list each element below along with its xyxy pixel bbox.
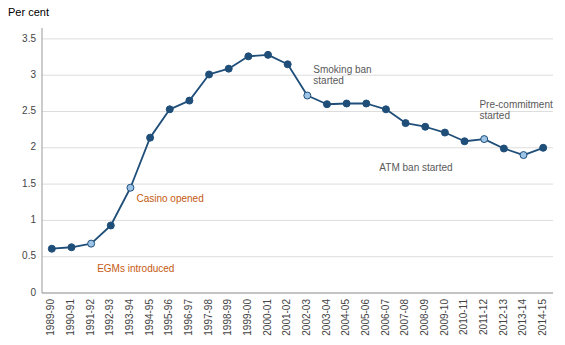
x-tick-label: 1989-90 — [45, 299, 56, 336]
point-marker — [166, 106, 173, 113]
grid-line — [42, 75, 553, 76]
annotation: Smoking banstarted — [313, 64, 371, 86]
point-marker — [441, 129, 448, 136]
x-tick-label: 1994-95 — [144, 299, 155, 336]
x-tick-label: 2003-04 — [321, 299, 332, 336]
x-tick-label: 1992-93 — [104, 299, 115, 336]
point-marker — [265, 51, 272, 58]
point-marker — [461, 138, 468, 145]
y-axis-line — [42, 28, 43, 293]
y-tick-label: 1.5 — [22, 178, 36, 189]
point-marker — [540, 144, 547, 151]
x-tick-label: 2004-05 — [340, 299, 351, 336]
point-marker — [186, 97, 193, 104]
x-tick-label: 2007-08 — [399, 299, 410, 336]
x-tick-label: 2005-06 — [360, 299, 371, 336]
annotation-line: Casino opened — [136, 193, 203, 204]
grid-line — [42, 147, 553, 148]
x-tick-label: 2012-13 — [498, 299, 509, 336]
chart-svg: 0 0.5 1 1.5 2 2.5 3 3.5 Per cent 1989-90 1990-91 19… — [0, 0, 565, 345]
plot-area — [48, 51, 546, 252]
x-tick-label: 1999-00 — [242, 299, 253, 336]
point-marker — [68, 244, 75, 251]
grid-line — [42, 38, 553, 39]
point-marker — [225, 65, 232, 72]
x-tick-label: 1995-96 — [163, 299, 174, 336]
point-marker — [343, 100, 350, 107]
x-tick-label: 1996-97 — [183, 299, 194, 336]
y-tick-label: 1 — [30, 214, 36, 225]
x-tick-label: 2002-03 — [301, 299, 312, 336]
point-marker — [323, 101, 330, 108]
annotation: ATM ban started — [379, 162, 452, 173]
point-marker — [245, 53, 252, 60]
point-marker — [402, 120, 409, 127]
annotation: Casino opened — [136, 193, 203, 204]
y-tick-label: 2.5 — [22, 105, 36, 116]
x-tick-label: 2006-07 — [380, 299, 391, 336]
annotation-line: started — [313, 75, 344, 86]
y-tick-label: 2 — [30, 141, 36, 152]
y-tick-label: 3 — [30, 69, 36, 80]
annotation-line: EGMs introduced — [97, 263, 174, 274]
y-tick-label: 0 — [30, 287, 36, 298]
x-tick-label: 2008-09 — [419, 299, 430, 336]
point-marker — [284, 61, 291, 68]
point-marker — [107, 222, 114, 229]
series-line — [52, 55, 543, 249]
x-tick-label: 2001-02 — [281, 299, 292, 336]
point-marker — [500, 145, 507, 152]
annotation-line: ATM ban started — [379, 162, 452, 173]
point-marker — [481, 136, 488, 143]
x-tick-label: 2000-01 — [262, 299, 273, 336]
point-marker — [88, 240, 95, 247]
x-tick-label: 1998-99 — [222, 299, 233, 336]
point-marker — [520, 152, 527, 159]
grid-line — [42, 256, 553, 257]
grid-line — [42, 293, 553, 294]
point-marker — [382, 106, 389, 113]
annotation: Pre-commitmentstarted — [479, 99, 553, 121]
point-marker — [48, 245, 55, 252]
annotation: EGMs introduced — [97, 263, 174, 274]
y-tick-label: 3.5 — [22, 33, 36, 44]
x-tick-label: 2010-11 — [458, 299, 469, 335]
x-tick-label: 2014-15 — [537, 299, 548, 336]
x-tick-label: 1990-91 — [65, 299, 76, 336]
grid-line — [42, 184, 553, 185]
x-tick-label: 2011-12 — [478, 299, 489, 335]
grid-line — [42, 220, 553, 221]
x-tick-label: 2013-14 — [517, 299, 528, 336]
x-axis-line — [42, 293, 553, 294]
x-tick-label: 2009-10 — [439, 299, 450, 336]
point-marker — [147, 134, 154, 141]
point-marker — [363, 100, 370, 107]
annotation-line: Smoking ban — [313, 64, 371, 75]
grid-line — [42, 111, 553, 112]
chart-container: 0 0.5 1 1.5 2 2.5 3 3.5 Per cent 1989-90 1990-91 19… — [0, 0, 565, 345]
point-marker — [422, 123, 429, 130]
point-marker — [304, 92, 311, 99]
y-tick-label: 0.5 — [22, 250, 36, 261]
x-tick-label: 1991-92 — [85, 299, 96, 336]
annotation-line: started — [479, 110, 510, 121]
x-tick-label: 1993-94 — [124, 299, 135, 336]
grid — [42, 39, 553, 293]
y-axis-label: Per cent — [8, 6, 49, 18]
annotation-line: Pre-commitment — [479, 99, 553, 110]
point-marker — [127, 184, 134, 191]
point-marker — [206, 71, 213, 78]
x-tick-label: 1997-98 — [203, 299, 214, 336]
